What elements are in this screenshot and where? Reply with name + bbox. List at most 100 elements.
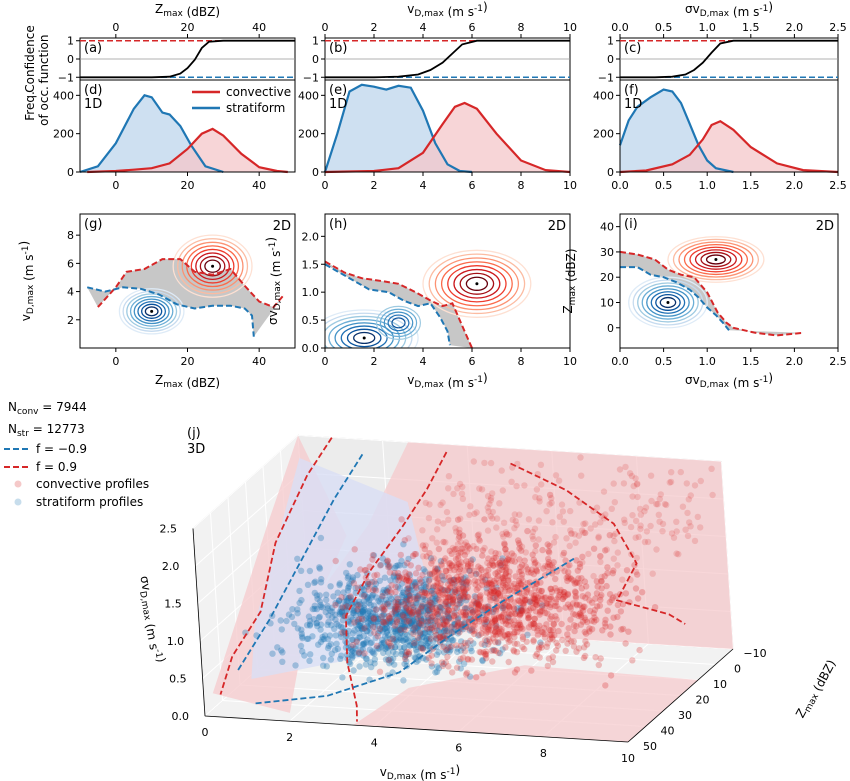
convective-point — [505, 602, 512, 609]
f-pos-contour — [97, 258, 286, 309]
convective-point — [498, 628, 505, 635]
convective-point — [576, 560, 584, 568]
convective-point — [469, 609, 476, 616]
convective-point — [451, 588, 459, 596]
convective-point — [498, 626, 505, 633]
stratiform-point — [393, 606, 400, 613]
convective-point — [573, 623, 580, 630]
stratiform-point — [428, 663, 436, 670]
stratiform-curve — [618, 88, 734, 174]
stratiform-point — [353, 607, 361, 614]
convective-point — [506, 604, 513, 611]
stratiform-point — [404, 593, 412, 600]
panel-frame — [324, 213, 571, 349]
convective-point — [397, 551, 404, 559]
convective-point — [524, 566, 531, 573]
convective-point — [684, 532, 692, 540]
stratiform-peak — [362, 336, 366, 340]
convective-point — [479, 547, 487, 554]
convective-point — [415, 564, 422, 571]
convective-point — [500, 610, 508, 617]
convective-point — [461, 614, 469, 621]
convective-point — [444, 610, 451, 618]
stratiform-point — [365, 624, 372, 631]
convective-point — [614, 613, 621, 621]
convective-point — [549, 626, 557, 634]
convective-point — [469, 628, 476, 635]
stratiform-point — [445, 587, 452, 595]
stratiform-point — [385, 631, 392, 639]
convective-point — [527, 605, 534, 612]
convective-point — [567, 507, 574, 515]
convective-point — [679, 503, 687, 510]
convective-point — [446, 560, 453, 567]
legend-f-neg: f = −0.9 — [36, 442, 87, 456]
convective-point — [517, 599, 524, 606]
convective-point — [603, 546, 610, 553]
stratiform-point — [414, 624, 421, 631]
stratiform-point — [427, 555, 435, 562]
stratiform-point — [422, 609, 429, 617]
convective-point — [442, 590, 449, 597]
convective-point — [504, 598, 511, 605]
convective-point — [416, 620, 423, 627]
convective-point — [406, 608, 413, 615]
convective-point — [443, 598, 451, 605]
stratiform-point — [370, 619, 377, 626]
convective-point — [408, 600, 415, 607]
stratiform-point — [434, 565, 441, 572]
convective-point — [475, 602, 482, 609]
convective-point — [392, 588, 399, 596]
panel-label: (f) — [624, 83, 639, 98]
stratiform-point — [436, 603, 443, 611]
stratiform-point — [392, 650, 400, 658]
convective-point — [407, 576, 414, 584]
stratiform-point — [306, 622, 314, 629]
convective-point — [443, 604, 450, 611]
convective-point — [425, 601, 432, 608]
convective-point — [433, 635, 440, 642]
stratiform-point — [458, 638, 465, 645]
convective-point — [451, 593, 458, 601]
convective-point — [532, 559, 539, 566]
convective-point — [562, 557, 569, 564]
stratiform-point — [414, 618, 421, 625]
convective-point — [591, 606, 599, 614]
convective-point — [403, 576, 410, 584]
convective-point — [581, 628, 588, 636]
convective-point — [504, 631, 512, 638]
convective-point — [548, 588, 556, 596]
stratiform-point — [461, 619, 468, 626]
tick-x-label: 2.0 — [786, 355, 804, 368]
stratiform-point — [514, 605, 521, 612]
stratiform-point — [396, 625, 404, 632]
convective-point — [556, 513, 563, 520]
convective-point — [434, 575, 441, 582]
convective-point — [428, 604, 435, 611]
convective-point — [502, 569, 510, 577]
stratiform-point — [427, 587, 435, 595]
convective-point — [361, 625, 368, 632]
convective-point — [461, 594, 468, 601]
stratiform-point — [355, 601, 362, 608]
convective-point — [485, 580, 492, 588]
convective-point — [405, 617, 413, 625]
convective-point — [579, 553, 586, 560]
tick-s-label: 1.0 — [167, 635, 185, 648]
stratiform-point — [345, 595, 352, 602]
stratiform-point — [380, 612, 387, 619]
stratiform-point — [352, 589, 359, 597]
stratiform-point — [379, 589, 387, 596]
convective-point — [559, 508, 567, 515]
convective-point — [479, 573, 486, 581]
stratiform-point — [364, 594, 371, 601]
convective-point — [388, 610, 396, 617]
convective-point — [510, 617, 518, 624]
convective-point — [501, 560, 509, 567]
convective-point — [500, 563, 507, 571]
stratiform-contour2 — [379, 308, 418, 338]
convective-point — [682, 526, 689, 533]
convective-point — [513, 624, 521, 632]
convective-point — [581, 578, 589, 585]
